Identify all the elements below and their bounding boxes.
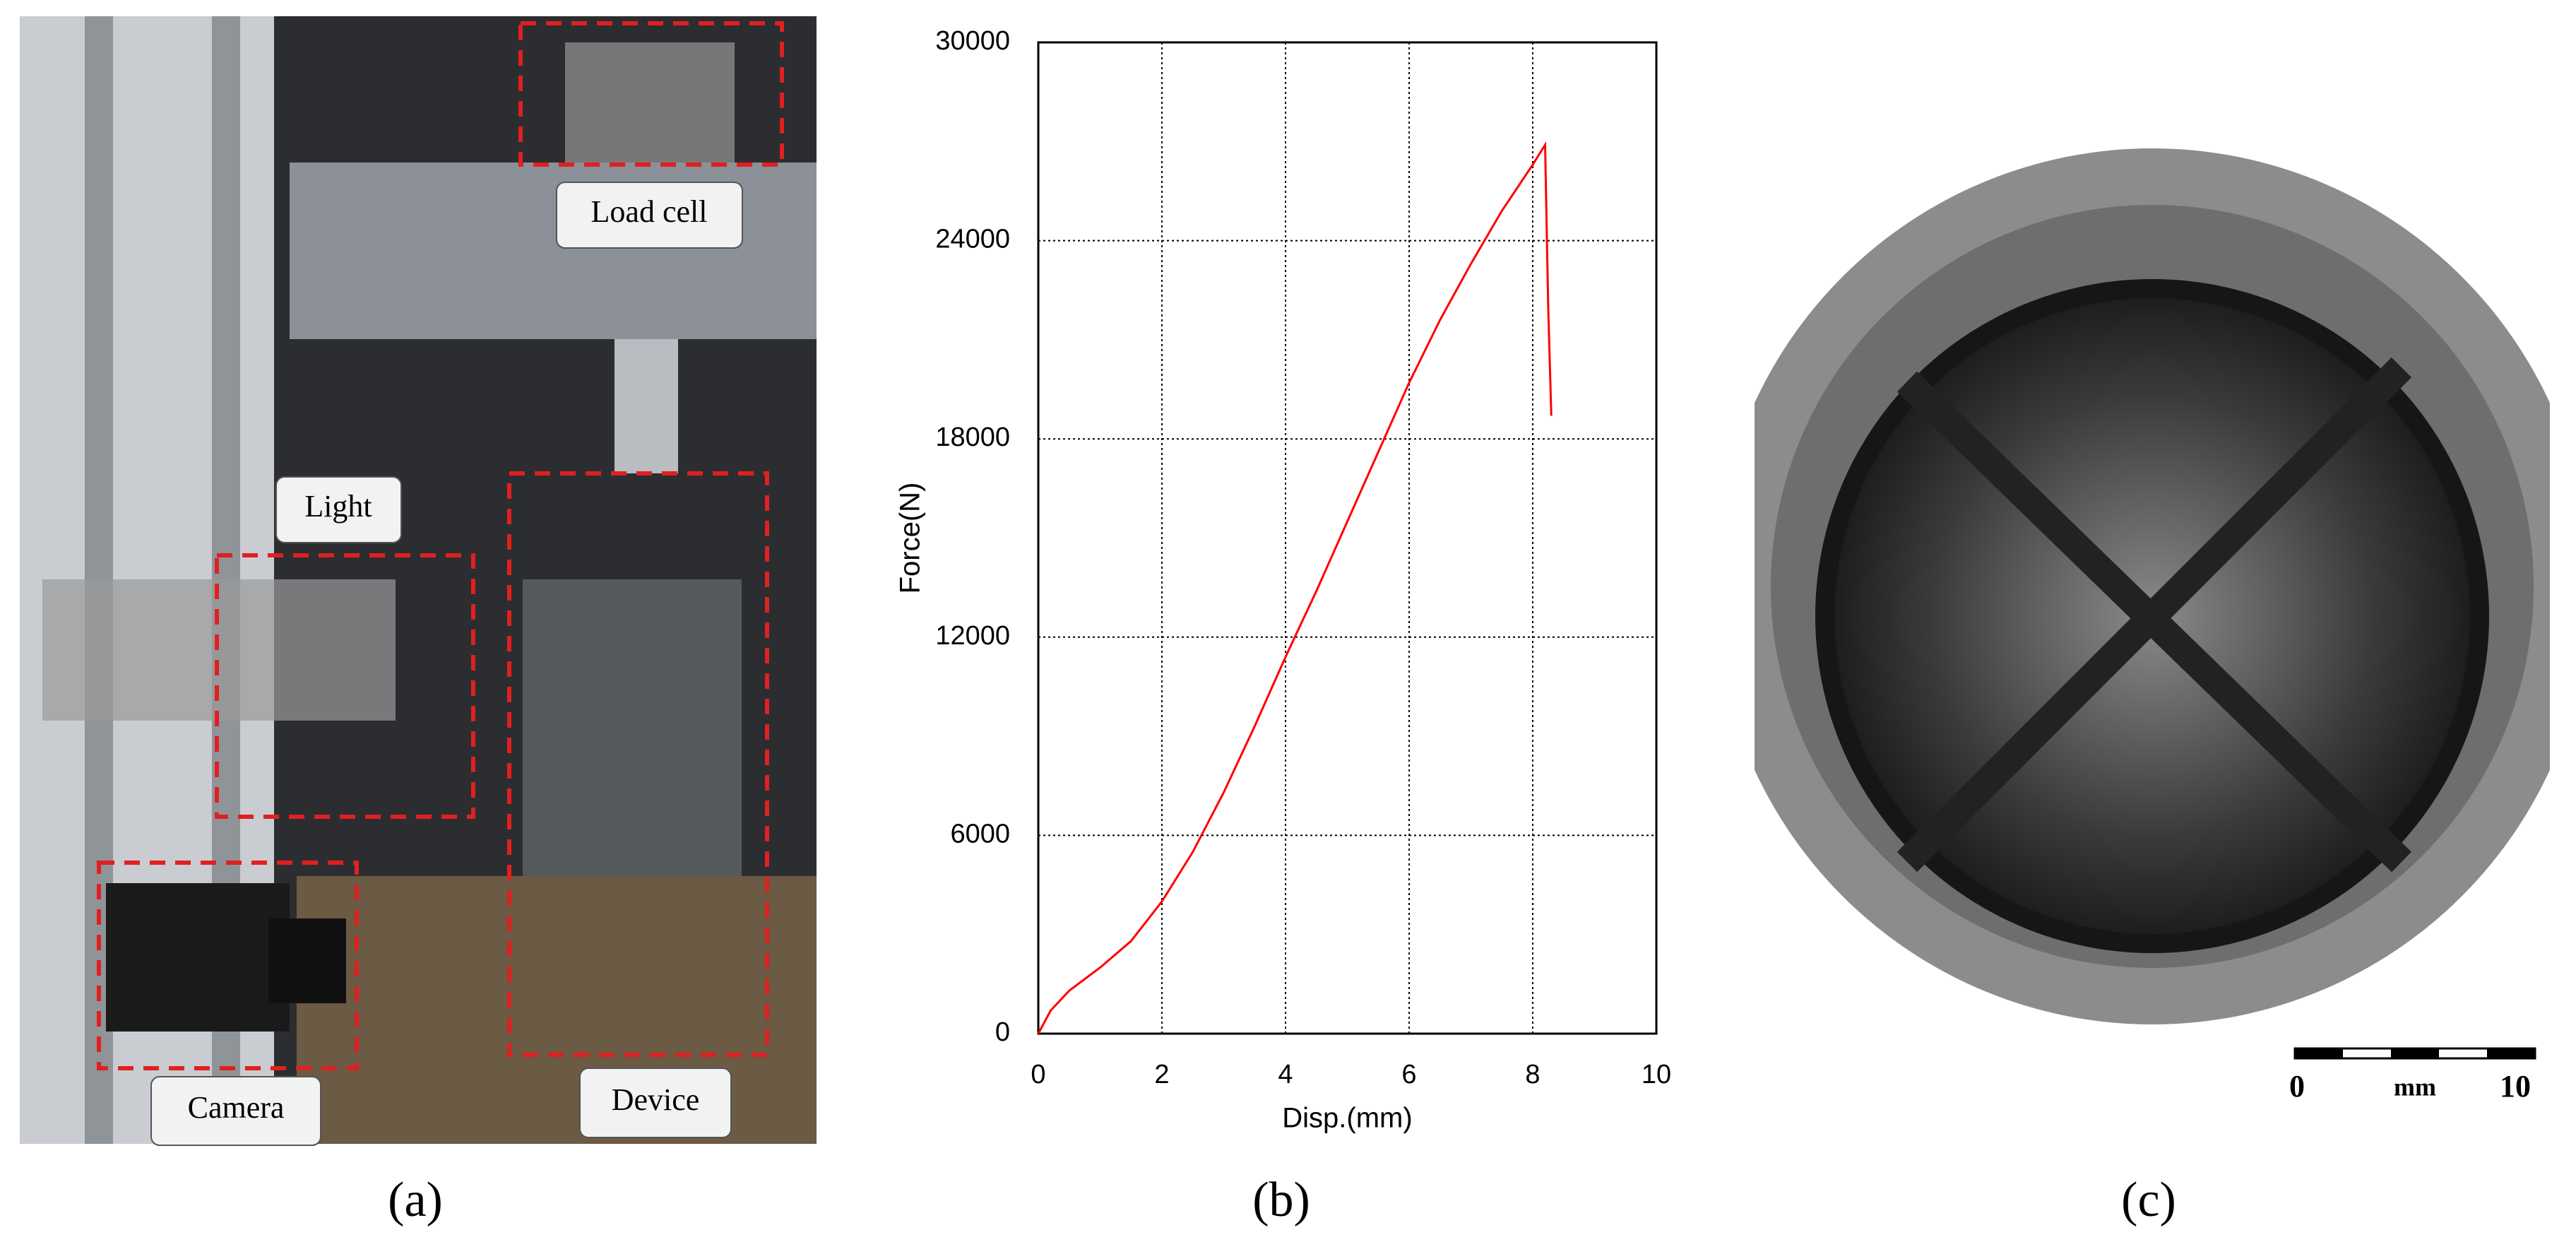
caption: (b) bbox=[1252, 1173, 1310, 1227]
label-box bbox=[275, 476, 402, 543]
label: Load cell bbox=[591, 194, 708, 229]
x-tick-label: 0 bbox=[1031, 1060, 1045, 1089]
scale-bar bbox=[2293, 1047, 2536, 1060]
y-tick-label: 12000 bbox=[935, 621, 1010, 651]
x-tick-label: 4 bbox=[1278, 1060, 1293, 1089]
y-tick-label: 24000 bbox=[935, 225, 1010, 254]
scale-label: 0 bbox=[2289, 1069, 2305, 1104]
y-tick-label: 6000 bbox=[950, 819, 1010, 849]
y-tick-label: 30000 bbox=[935, 26, 1010, 56]
x-tick-label: 10 bbox=[1642, 1060, 1671, 1089]
label: Light bbox=[304, 489, 372, 524]
label: Device bbox=[612, 1082, 700, 1117]
caption: (c) bbox=[2121, 1173, 2176, 1227]
scale-label: 10 bbox=[2500, 1069, 2531, 1104]
plot-area bbox=[1037, 41, 1658, 1035]
chart: 0 6000 12000 18000 24000 30000 0 2 4 6 8 10 Disp.(mm… bbox=[895, 26, 1672, 1134]
caption: (a) bbox=[388, 1173, 443, 1227]
x-axis-label: Disp.(mm) bbox=[1282, 1103, 1412, 1134]
data-line bbox=[1037, 141, 1553, 1034]
label-box bbox=[579, 1068, 732, 1138]
x-tick-label: 2 bbox=[1154, 1060, 1169, 1089]
x-tick-label: 6 bbox=[1401, 1060, 1416, 1089]
photo-c bbox=[1755, 148, 2550, 1024]
label-box bbox=[556, 182, 743, 249]
y-axis-label: Force(N) bbox=[895, 483, 926, 594]
y-tick-label: 18000 bbox=[935, 422, 1010, 452]
y-tick-label: 0 bbox=[995, 1017, 1010, 1047]
scale-unit: mm bbox=[2394, 1072, 2436, 1101]
x-tick-label: 8 bbox=[1525, 1060, 1540, 1089]
label: Camera bbox=[188, 1090, 285, 1125]
highlight-boxes bbox=[97, 21, 784, 1070]
label-box bbox=[150, 1076, 321, 1146]
